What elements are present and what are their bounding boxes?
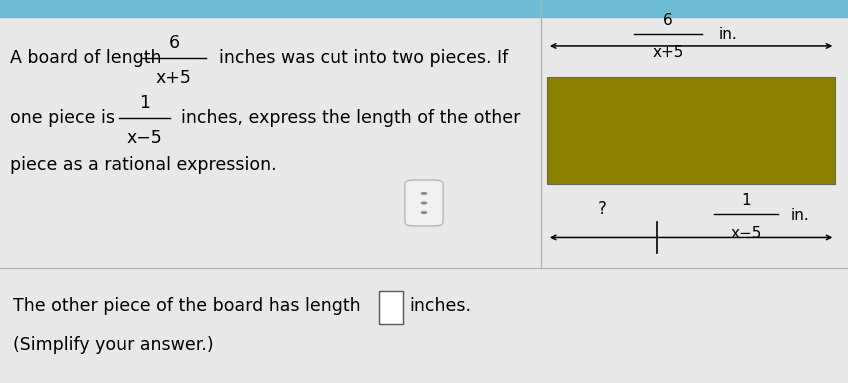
Circle shape xyxy=(421,211,427,214)
Circle shape xyxy=(421,201,427,205)
FancyBboxPatch shape xyxy=(404,180,443,226)
Bar xyxy=(0,0,848,17)
Bar xyxy=(547,77,835,184)
Text: 1: 1 xyxy=(741,193,751,208)
Text: piece as a rational expression.: piece as a rational expression. xyxy=(10,156,276,174)
Text: inches was cut into two pieces. If: inches was cut into two pieces. If xyxy=(219,49,508,67)
Text: x−5: x−5 xyxy=(731,226,762,241)
Text: in.: in. xyxy=(790,208,809,223)
FancyBboxPatch shape xyxy=(379,291,403,324)
Text: inches, express the length of the other: inches, express the length of the other xyxy=(181,108,520,126)
Text: one piece is: one piece is xyxy=(10,108,115,126)
Text: x−5: x−5 xyxy=(126,129,162,147)
Circle shape xyxy=(421,192,427,195)
Text: x+5: x+5 xyxy=(652,45,683,60)
Text: The other piece of the board has length: The other piece of the board has length xyxy=(13,298,360,315)
Text: 6: 6 xyxy=(168,34,180,52)
Text: inches.: inches. xyxy=(410,298,471,315)
Text: x+5: x+5 xyxy=(156,69,192,87)
Text: A board of length: A board of length xyxy=(10,49,162,67)
Text: 1: 1 xyxy=(139,94,149,112)
Text: in.: in. xyxy=(719,27,738,42)
Text: 6: 6 xyxy=(663,13,673,28)
Text: ?: ? xyxy=(598,200,606,218)
Text: (Simplify your answer.): (Simplify your answer.) xyxy=(13,336,214,354)
